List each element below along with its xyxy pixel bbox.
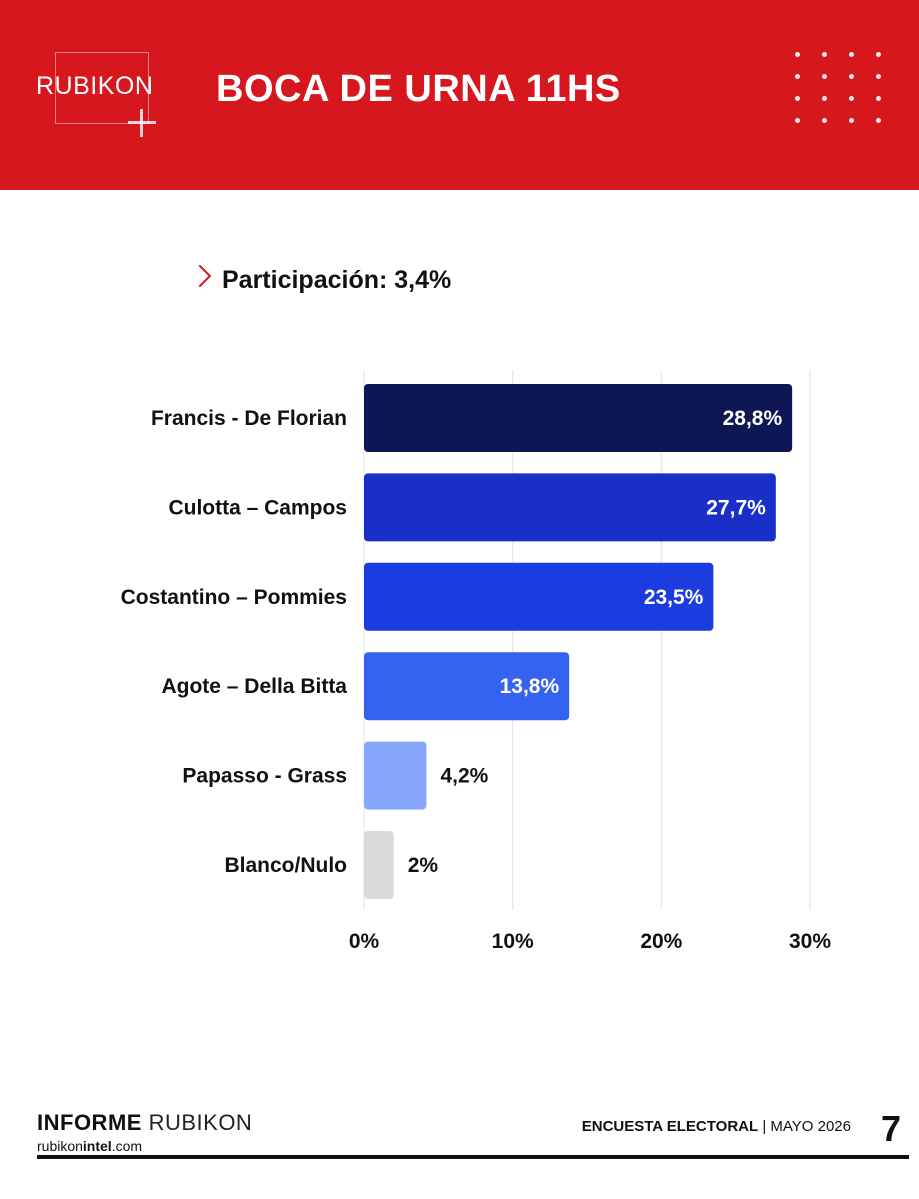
category-label: Costantino – Pommies — [121, 586, 347, 609]
footer-url-bold: intel — [82, 1138, 112, 1154]
decor-dot — [849, 52, 854, 57]
bar — [364, 473, 776, 542]
footer-url: rubikonintel.com — [37, 1138, 252, 1154]
footer-report-date: MAYO 2026 — [770, 1118, 851, 1135]
decor-dot — [795, 52, 800, 57]
value-label: 28,8% — [723, 407, 783, 430]
x-tick-label: 0% — [349, 930, 380, 953]
decor-dot — [876, 74, 881, 79]
category-label: Agote – Della Bitta — [161, 675, 347, 698]
bar — [364, 741, 427, 810]
decor-dot — [795, 118, 800, 123]
page-number: 7 — [881, 1108, 902, 1149]
decor-dot — [849, 96, 854, 101]
decor-dot — [822, 52, 827, 57]
participation-text: Participación: 3,4% — [222, 266, 452, 294]
value-label: 13,8% — [500, 675, 560, 698]
bar — [364, 652, 570, 721]
bar — [364, 384, 793, 452]
decor-dot — [876, 52, 881, 57]
bar-chart: 0% 10% 20% 30% Francis - De Florian 28,8% Culo… — [121, 370, 831, 953]
footer-report-title: ENCUESTA ELECTORAL — [581, 1118, 759, 1135]
value-label: 4,2% — [440, 765, 488, 788]
category-label: Culotta – Campos — [168, 496, 347, 519]
footer-report: ENCUESTA ELECTORAL | MAYO 2026 — [582, 1118, 851, 1135]
logo: RUBIKON — [36, 72, 154, 100]
footer-brand-light: RUBIKON — [148, 1110, 253, 1135]
decor-dot — [876, 96, 881, 101]
decor-dot — [822, 74, 827, 79]
category-label: Papasso - Grass — [182, 765, 347, 788]
bar — [364, 562, 714, 631]
value-label: 27,7% — [706, 496, 766, 519]
value-label: 2% — [408, 854, 439, 877]
x-tick-label: 20% — [640, 930, 682, 953]
category-label: Blanco/Nulo — [224, 854, 347, 877]
dot-grid-decoration — [795, 52, 885, 127]
footer-report-sep: | — [758, 1118, 771, 1135]
header-banner: RUBIKON BOCA DE URNA 11HS — [0, 0, 919, 190]
chevron-right-icon — [188, 264, 212, 288]
decor-dot — [876, 118, 881, 123]
footer-brand-block: INFORME RUBIKON rubikonintel.com — [37, 1110, 252, 1154]
x-tick-label: 30% — [789, 930, 831, 953]
decor-dot — [849, 118, 854, 123]
decor-dot — [795, 74, 800, 79]
plus-icon — [128, 109, 156, 137]
logo-frame — [55, 52, 149, 124]
category-label: Francis - De Florian — [151, 407, 347, 430]
decor-dot — [849, 74, 854, 79]
decor-dot — [795, 96, 800, 101]
bar — [364, 831, 394, 899]
footer-divider — [37, 1155, 909, 1159]
footer-url-pre: rubikon — [37, 1138, 83, 1154]
x-tick-label: 10% — [492, 930, 534, 953]
page-title: BOCA DE URNA 11HS — [216, 68, 621, 110]
footer-brand-bold: INFORME — [37, 1110, 142, 1135]
decor-dot — [822, 118, 827, 123]
footer-url-post: .com — [111, 1138, 143, 1154]
value-label: 23,5% — [644, 586, 704, 609]
footer-brand: INFORME RUBIKON — [37, 1110, 252, 1136]
decor-dot — [822, 96, 827, 101]
